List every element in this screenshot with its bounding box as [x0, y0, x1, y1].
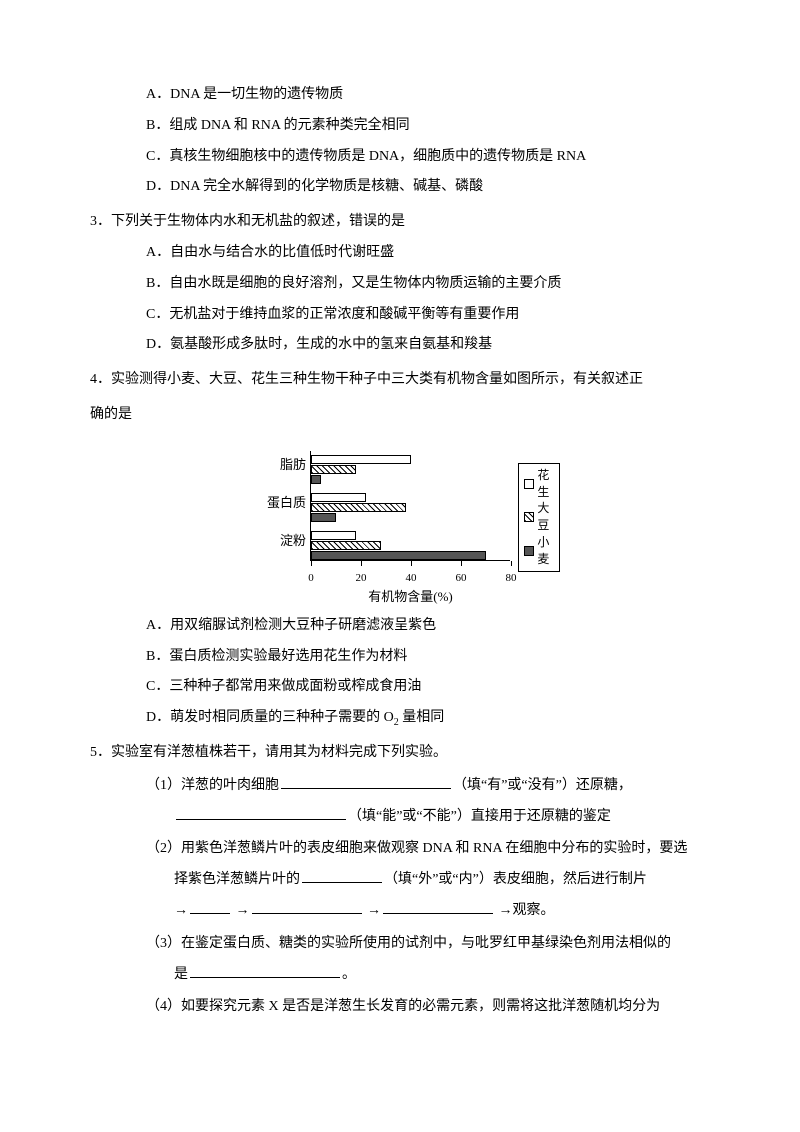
- q5-part3-line2: 是。: [90, 960, 710, 991]
- x-axis-title: 有机物含量(%): [311, 583, 510, 612]
- q4-stem-line2: 确的是: [90, 400, 710, 431]
- cat-label-starch: 淀粉: [246, 527, 306, 556]
- q4-stem-line1: 4．实验测得小麦、大豆、花生三种生物干种子中三大类有机物含量如图所示，有关叙述正: [90, 365, 710, 396]
- text: （1）洋葱的叶肉细胞: [146, 778, 279, 793]
- blank-input[interactable]: [252, 897, 362, 914]
- q2-option-a: A．DNA 是一切生物的遗传物质: [90, 80, 710, 111]
- text: （填“能”或“不能”）直接用于还原糖的鉴定: [348, 809, 611, 824]
- legend-peanut-label: 花生: [537, 467, 554, 501]
- blank-input[interactable]: [302, 866, 382, 883]
- chart-plot-area: 0 20 40 60 80 有机物含量(%): [310, 451, 510, 561]
- q2-option-c: C．真核生物细胞核中的遗传物质是 DNA，细胞质中的遗传物质是 RNA: [90, 142, 710, 173]
- organic-content-chart: 脂肪 蛋白质 淀粉 0 20 40 60 80: [240, 441, 560, 601]
- text: →观察。: [499, 903, 555, 918]
- bar-starch-peanut: [311, 531, 356, 540]
- cat-label-fat: 脂肪: [246, 451, 306, 480]
- bar-fat-peanut: [311, 455, 411, 464]
- blank-input[interactable]: [190, 897, 230, 914]
- legend-peanut: 花生: [524, 467, 554, 501]
- bar-protein-wheat: [311, 513, 336, 522]
- text: 。: [342, 967, 356, 982]
- legend-soy-label: 大豆: [537, 500, 554, 534]
- q5-part2-line3: → → → →观察。: [90, 896, 710, 927]
- blank-input[interactable]: [190, 961, 340, 978]
- q3-option-a: A．自由水与结合水的比值低时代谢旺盛: [90, 238, 710, 269]
- q4-option-d-pre: D．萌发时相同质量的三种种子需要的 O: [146, 710, 394, 725]
- bar-starch-soy: [311, 541, 381, 550]
- legend-soy: 大豆: [524, 500, 554, 534]
- arrow: →: [236, 903, 250, 918]
- cat-label-protein: 蛋白质: [246, 489, 306, 518]
- blank-input[interactable]: [281, 772, 451, 789]
- q4-option-c: C．三种种子都常用来做成面粉或榨成食用油: [90, 672, 710, 703]
- q3-option-c: C．无机盐对于维持血浆的正常浓度和酸碱平衡等有重要作用: [90, 300, 710, 331]
- q4-option-a: A．用双缩脲试剂检测大豆种子研磨滤液呈紫色: [90, 611, 710, 642]
- bar-fat-soy: [311, 465, 356, 474]
- text: 择紫色洋葱鳞片叶的: [174, 872, 300, 887]
- arrow: →: [174, 903, 188, 918]
- q3-option-b: B．自由水既是细胞的良好溶剂，又是生物体内物质运输的主要介质: [90, 269, 710, 300]
- q5-part4-line1: （4）如要探究元素 X 是否是洋葱生长发育的必需元素，则需将这批洋葱随机均分为: [90, 992, 710, 1023]
- bar-protein-peanut: [311, 493, 366, 502]
- q5-part2-line1: （2）用紫色洋葱鳞片叶的表皮细胞来做观察 DNA 和 RNA 在细胞中分布的实验…: [90, 834, 710, 865]
- q5-part2-line2: 择紫色洋葱鳞片叶的 （填“外”或“内”）表皮细胞，然后进行制片: [90, 865, 710, 896]
- text: （填“外”或“内”）表皮细胞，然后进行制片: [384, 872, 647, 887]
- swatch-soy-icon: [524, 512, 534, 522]
- bar-protein-soy: [311, 503, 406, 512]
- q3-option-d: D．氨基酸形成多肽时，生成的水中的氢来自氨基和羧基: [90, 330, 710, 361]
- q5-part1-line2: （填“能”或“不能”）直接用于还原糖的鉴定: [90, 802, 710, 833]
- chart-legend: 花生 大豆 小麦: [518, 463, 560, 572]
- swatch-wheat-icon: [524, 546, 534, 556]
- q3-stem: 3．下列关于生物体内水和无机盐的叙述，错误的是: [90, 207, 710, 238]
- q5-part1-line1: （1）洋葱的叶肉细胞 （填“有”或“没有”）还原糖，: [90, 771, 710, 802]
- chart-container: 脂肪 蛋白质 淀粉 0 20 40 60 80: [90, 441, 710, 601]
- q4-option-d-post: 量相同: [399, 710, 445, 725]
- legend-wheat-label: 小麦: [537, 534, 554, 568]
- text: （填“有”或“没有”）还原糖，: [453, 778, 632, 793]
- swatch-peanut-icon: [524, 479, 534, 489]
- q2-option-b: B．组成 DNA 和 RNA 的元素种类完全相同: [90, 111, 710, 142]
- q5-stem: 5．实验室有洋葱植株若干，请用其为材料完成下列实验。: [90, 738, 710, 769]
- q4-option-d: D．萌发时相同质量的三种种子需要的 O2 量相同: [90, 703, 710, 734]
- arrow: →: [367, 903, 381, 918]
- blank-input[interactable]: [176, 803, 346, 820]
- q2-option-d: D．DNA 完全水解得到的化学物质是核糖、碱基、磷酸: [90, 172, 710, 203]
- q5-part3-line1: （3）在鉴定蛋白质、糖类的实验所使用的试剂中，与吡罗红甲基绿染色剂用法相似的: [90, 929, 710, 960]
- bar-starch-wheat: [311, 551, 486, 560]
- q4-option-b: B．蛋白质检测实验最好选用花生作为材料: [90, 642, 710, 673]
- legend-wheat: 小麦: [524, 534, 554, 568]
- blank-input[interactable]: [383, 897, 493, 914]
- bar-fat-wheat: [311, 475, 321, 484]
- text: 是: [174, 967, 188, 982]
